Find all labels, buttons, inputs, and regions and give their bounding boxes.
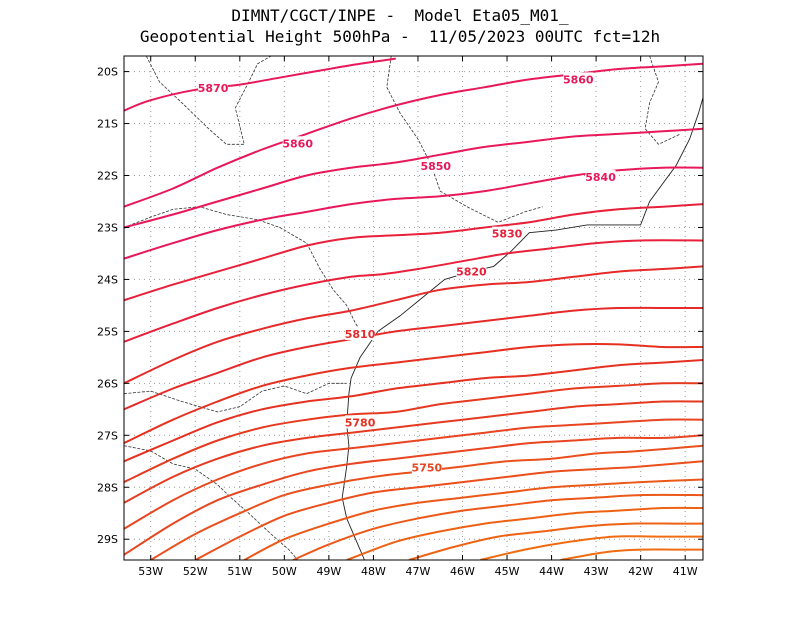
axis-ticks: 53W 52W 51W 50W 49W 48W 47W 46W 45W 44W 43W 42W 41W 2… bbox=[97, 56, 703, 578]
contour-label: 5750 bbox=[412, 462, 443, 475]
y-tick-label: 24S bbox=[97, 273, 118, 286]
height-contours bbox=[124, 57, 703, 560]
coastline-segment bbox=[341, 97, 703, 560]
contour-label: 5840 bbox=[585, 171, 616, 184]
contour-labels: 5870 5860 5860 5850 5840 5830 5820 5810 5780 5750 bbox=[198, 72, 616, 475]
contour-label: 5780 bbox=[345, 416, 376, 429]
contour-5810 bbox=[124, 265, 703, 385]
contour-5800 bbox=[124, 306, 703, 411]
contour-label: 5860 bbox=[563, 73, 594, 86]
x-tick-label: 49W bbox=[316, 565, 341, 578]
contour-5740 bbox=[124, 434, 703, 556]
contour-label: 5810 bbox=[345, 328, 376, 341]
x-tick-label: 53W bbox=[138, 565, 163, 578]
contour-label-bg bbox=[492, 226, 523, 240]
contour-5840 bbox=[124, 166, 703, 260]
x-tick-label: 43W bbox=[584, 565, 609, 578]
x-tick-label: 42W bbox=[628, 565, 653, 578]
contour-label: 5850 bbox=[420, 160, 451, 173]
x-tick-label: 47W bbox=[406, 565, 431, 578]
y-tick-label: 28S bbox=[97, 481, 118, 494]
x-tick-label: 50W bbox=[272, 565, 297, 578]
contour-5690 bbox=[346, 506, 703, 560]
contour-label-bg bbox=[345, 415, 376, 429]
contour-5720 bbox=[194, 460, 703, 560]
y-tick-label: 25S bbox=[97, 325, 118, 338]
contour-5790 bbox=[124, 343, 703, 445]
contour-5670 bbox=[480, 535, 703, 560]
contour-label: 5830 bbox=[492, 228, 523, 241]
state-border bbox=[124, 206, 365, 337]
chart-title-line2: Geopotential Height 500hPa - 11/05/2023 … bbox=[139, 27, 661, 46]
y-tick-label: 20S bbox=[97, 66, 118, 79]
y-tick-label: 26S bbox=[97, 377, 118, 390]
contour-label-bg bbox=[282, 136, 313, 150]
contour-5760 bbox=[124, 400, 703, 504]
x-tick-label: 41W bbox=[673, 565, 698, 578]
contour-5700 bbox=[292, 493, 703, 560]
state-border bbox=[145, 56, 272, 145]
plot-frame bbox=[123, 55, 704, 561]
x-tick-label: 48W bbox=[361, 565, 386, 578]
contour-label-bg bbox=[198, 81, 229, 95]
y-tick-label: 23S bbox=[97, 221, 118, 234]
contour-label-bg bbox=[563, 72, 594, 86]
political-borders bbox=[124, 56, 681, 560]
contour-label-bg bbox=[411, 460, 442, 474]
contour-label-bg bbox=[585, 170, 616, 184]
y-tick-label: 22S bbox=[97, 170, 118, 183]
contour-5680 bbox=[408, 522, 703, 560]
coastline bbox=[341, 97, 703, 560]
y-tick-label: 27S bbox=[97, 429, 118, 442]
state-border bbox=[124, 382, 347, 413]
contour-label: 5860 bbox=[282, 137, 313, 150]
chart-title-line1: DIMNT/CGCT/INPE - Model Eta05_M01_ bbox=[231, 6, 569, 25]
x-tick-label: 44W bbox=[539, 565, 564, 578]
contour-label: 5870 bbox=[198, 82, 229, 95]
contour-5710 bbox=[243, 478, 703, 560]
contour-5770 bbox=[124, 382, 703, 484]
contour-5850 bbox=[124, 127, 703, 229]
contour-5830 bbox=[124, 203, 703, 302]
state-border bbox=[644, 56, 681, 145]
state-border bbox=[386, 56, 543, 223]
x-tick-label: 45W bbox=[495, 565, 520, 578]
x-tick-label: 52W bbox=[183, 565, 208, 578]
y-tick-label: 29S bbox=[97, 533, 118, 546]
contour-label-bg bbox=[345, 326, 376, 340]
contour-5660 bbox=[560, 548, 703, 560]
contour-label: 5820 bbox=[456, 266, 487, 279]
contour-5870 bbox=[124, 57, 396, 112]
x-tick-label: 51W bbox=[227, 565, 252, 578]
x-tick-label: 46W bbox=[450, 565, 475, 578]
contour-5820 bbox=[124, 239, 703, 343]
y-tick-label: 21S bbox=[97, 118, 118, 131]
contour-5780 bbox=[124, 359, 703, 463]
contour-label-bg bbox=[456, 264, 487, 278]
contour-label-bg bbox=[420, 159, 451, 173]
contour-5860 bbox=[124, 62, 703, 208]
contour-5750 bbox=[124, 418, 703, 530]
